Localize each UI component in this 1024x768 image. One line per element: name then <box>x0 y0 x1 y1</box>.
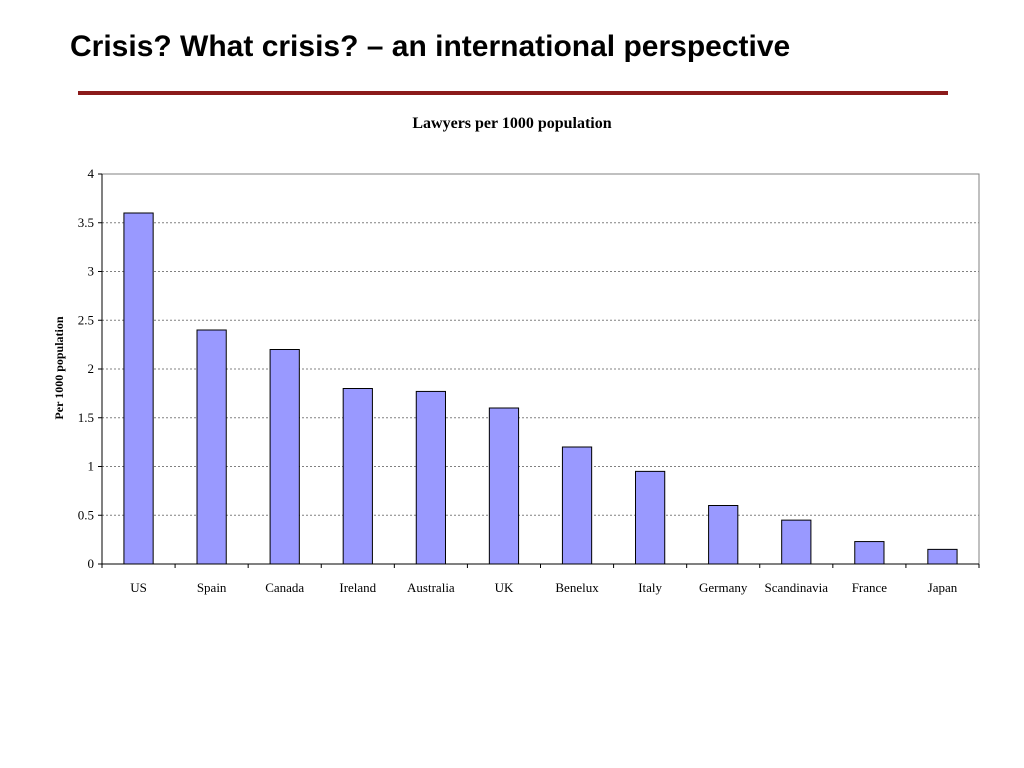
axes <box>98 173 980 568</box>
bar <box>269 349 300 565</box>
bar <box>561 446 593 565</box>
y-tick-label: 3.5 <box>78 215 94 230</box>
bar <box>708 505 739 565</box>
x-tick-label: Canada <box>265 580 304 595</box>
bars <box>123 212 958 565</box>
bar <box>123 212 154 565</box>
x-tick-label: Scandinavia <box>765 580 829 595</box>
bar <box>635 470 666 565</box>
bar <box>927 548 958 565</box>
bar <box>488 407 520 565</box>
y-tick-label: 1.5 <box>78 410 94 425</box>
bar <box>415 390 446 565</box>
x-tick-label: Italy <box>638 580 662 595</box>
x-tick-label: Australia <box>407 580 455 595</box>
y-tick-label: 0.5 <box>78 507 94 522</box>
y-tick-labels: 0 0.5 1 1.5 2 2.5 3 3.5 4 <box>78 166 95 571</box>
y-tick-label: 2.5 <box>78 312 94 327</box>
x-tick-label: US <box>130 580 147 595</box>
y-tick-label: 0 <box>88 556 95 571</box>
y-tick-label: 3 <box>88 264 95 279</box>
bar <box>196 329 227 565</box>
bar <box>854 541 885 565</box>
x-tick-label: Ireland <box>339 580 376 595</box>
title-divider <box>78 91 948 95</box>
x-tick-label: UK <box>495 580 514 595</box>
x-tick-label: France <box>852 580 888 595</box>
x-tick-labels: US Spain Canada Ireland Australia UK Benelux It… <box>130 580 958 595</box>
bar <box>781 519 812 565</box>
x-tick-label: Japan <box>928 580 958 595</box>
chart-title: Lawyers per 1000 population <box>412 115 611 132</box>
x-tick-label: Spain <box>197 580 227 595</box>
y-tick-label: 4 <box>88 166 95 181</box>
y-axis-label: Per 1000 population <box>52 316 66 419</box>
y-tick-label: 1 <box>88 459 95 474</box>
gridlines <box>102 222 979 516</box>
x-tick-label: Germany <box>699 580 748 595</box>
slide-title: Crisis? What crisis? – an international … <box>70 30 791 63</box>
bar <box>342 388 373 565</box>
x-tick-label: Benelux <box>555 580 599 595</box>
y-tick-label: 2 <box>88 361 95 376</box>
